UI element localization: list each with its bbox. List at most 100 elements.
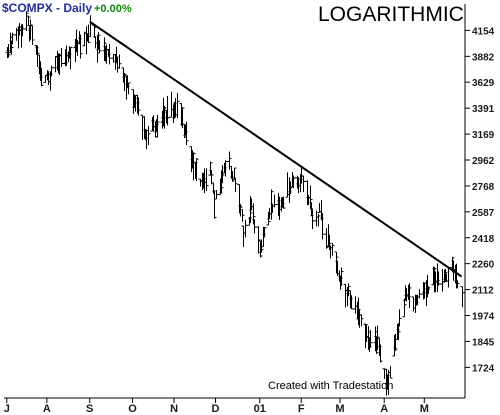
ohlc-bar (269, 189, 274, 220)
y-tick-label: 1724 (472, 363, 495, 374)
y-tick-label: 2260 (472, 260, 495, 271)
ohlc-bar (262, 227, 267, 238)
ohlc-bar (165, 95, 170, 126)
ohlc-bar (24, 11, 29, 32)
ohlc-bar (310, 208, 315, 229)
ohlc-bar (194, 158, 199, 181)
ohlc-bar (455, 279, 460, 289)
ohlc-bar (20, 23, 25, 37)
ohlc-bar (258, 240, 263, 258)
ohlc-bar (155, 114, 160, 138)
ohlc-bar (359, 314, 364, 327)
ohlc-bar (388, 366, 393, 379)
ohlc-bar (308, 185, 313, 210)
y-tick-label: 2418 (472, 234, 495, 245)
ohlc-bar (251, 203, 256, 225)
x-tick-label: M (420, 403, 429, 415)
ohlc-bar (78, 34, 83, 59)
x-tick-label: A (380, 403, 388, 415)
y-tick-label: 3391 (472, 104, 495, 115)
ohlc-bar (397, 309, 402, 327)
ohlc-bar (30, 25, 35, 45)
ohlc-bar (114, 46, 119, 64)
ohlc-bar (356, 297, 361, 326)
y-tick-label: 4154 (472, 26, 495, 37)
chart-change: +0.00% (94, 3, 132, 15)
x-tick-label: O (128, 403, 137, 415)
trendline (89, 20, 463, 278)
ohlc-bar (291, 175, 296, 188)
y-tick-label: 2768 (472, 182, 495, 193)
y-tick-label: 2587 (472, 208, 495, 219)
ohlc-bar (334, 251, 339, 274)
ohlc-bar (426, 286, 431, 295)
ohlc-bar (10, 32, 15, 45)
ohlc-bar (175, 92, 180, 118)
ohlc-bar (184, 121, 189, 146)
ohlc-bar (102, 37, 107, 62)
ohlc-bar (146, 125, 151, 146)
scale-label: LOGARITHMIC (318, 3, 464, 26)
ohlc-bar (49, 65, 54, 77)
ohlc-bar (443, 268, 448, 282)
ohlc-bar (320, 213, 325, 240)
ohlc-bar (272, 194, 277, 208)
ohlc-bar (220, 165, 225, 184)
x-tick-label: D (212, 403, 220, 415)
ohlc-bar (368, 329, 373, 348)
ohlc-bar (162, 105, 167, 129)
x-tick-label: M (335, 403, 344, 415)
ohlc-bar (349, 295, 354, 310)
ohlc-bar (375, 325, 380, 351)
ohlc-bar (95, 34, 100, 63)
ohlc-bar (97, 39, 102, 53)
ohlc-bar (219, 170, 224, 194)
y-tick-label: 3629 (472, 78, 495, 89)
ohlc-bar (374, 336, 379, 355)
y-axis: 4154 3882 3629 3391 3169 2962 2768 2587 2418 2260… (465, 26, 495, 374)
y-tick-label: 3169 (472, 130, 495, 141)
ohlc-bar (214, 190, 219, 200)
ohlc-bar (240, 209, 245, 222)
ohlc-bar (208, 161, 213, 176)
ohlc-bar (204, 168, 209, 192)
ohlc-bar (238, 203, 243, 217)
ohlc-bar (393, 333, 398, 351)
ohlc-bar (233, 177, 238, 192)
ohlc-bar (117, 54, 122, 69)
ohlc-bar (39, 68, 44, 87)
ohlc-bar (107, 43, 112, 65)
y-tick-label: 2962 (472, 156, 495, 167)
ohlc-bar (26, 15, 31, 26)
credit-label: Created with Tradestation (268, 380, 393, 392)
y-tick-label: 3882 (472, 52, 495, 63)
x-tick-label: J (4, 403, 10, 415)
ohlc-bar (256, 226, 261, 254)
ohlc-bar (136, 97, 141, 116)
ohlc-bar (86, 24, 91, 44)
x-tick-label: N (170, 403, 178, 415)
ohlc-bar (191, 152, 196, 181)
ohlc-bar (324, 228, 329, 249)
ohlc-bar (252, 219, 257, 234)
ohlc-bar (68, 47, 73, 70)
ohlc-bar (259, 239, 264, 253)
ohlc-bar (35, 45, 40, 67)
y-tick-label: 1974 (472, 312, 495, 323)
x-tick-label: F (298, 403, 305, 415)
ohlc-bar (28, 19, 33, 40)
ohlc-bar (378, 344, 383, 363)
ohlc-bar (281, 196, 286, 209)
y-tick-label: 2112 (472, 286, 494, 297)
ohlc-bar (243, 219, 248, 238)
ohlc-bar (230, 171, 235, 182)
ohlc-bar (212, 190, 217, 219)
ohlc-bar (432, 266, 437, 293)
ohlc-bar (59, 47, 64, 67)
ohlc-bar (266, 211, 271, 226)
ohlc-bar (6, 43, 11, 58)
x-tick-label: 01 (254, 403, 266, 415)
x-tick-label: A (43, 403, 51, 415)
x-axis: J A S O N D 01 F M A M (4, 398, 429, 415)
